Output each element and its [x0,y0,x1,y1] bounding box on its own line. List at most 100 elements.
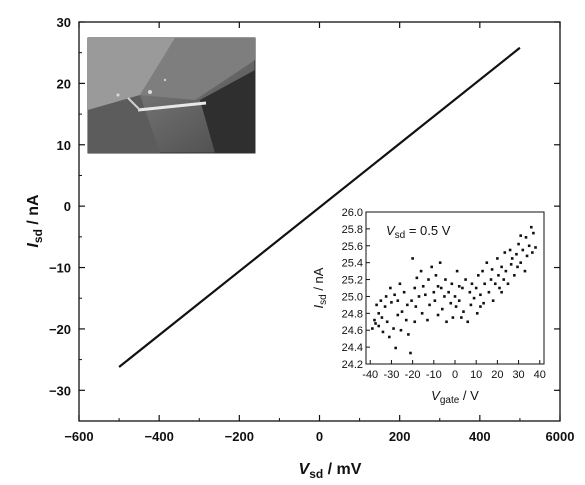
inset-y-tick-label: 24.8 [342,308,363,320]
inset-data-point [450,282,454,286]
inset-data-point [413,320,417,324]
inset-data-point [516,265,519,269]
inset-data-point [462,310,465,313]
inset-data-point [433,299,437,302]
main-y-tick-label: 20 [57,76,71,91]
inset-x-tick-label: 10 [470,369,482,381]
main-x-tick-label: 200 [389,429,411,444]
inset-data-point [384,295,388,298]
main-y-tick-label: 30 [57,15,71,30]
inset-data-point [426,318,429,322]
inset-data-point [485,261,489,264]
inset-y-tick-label: 24.4 [342,342,363,354]
inset-data-point [377,312,381,315]
inset-data-point [454,305,458,308]
main-y-tick-label: 0 [64,199,71,214]
inset-data-point [392,327,395,330]
inset-data-point [400,310,404,313]
inset-y-tick-label: 25.6 [342,241,363,253]
inset-data-point [490,268,494,271]
inset-data-point [525,254,529,258]
inset-data-point [532,231,535,235]
inset-data-point [371,327,374,330]
inset-data-point [399,328,403,332]
inset-x-tick-label: 20 [491,369,503,381]
inset-data-point [375,303,378,307]
inset-data-point [455,269,459,273]
inset-data-point [500,290,503,294]
inset-data-point [380,316,384,319]
inset-data-point [534,246,537,249]
inset-data-point [517,242,520,246]
inset-tick-labels: -40 -30 -20 -10 0 10 20 30 40 24.2 24.4 24.6 24.8 25.… [342,207,546,381]
inset-data-point [434,274,438,277]
inset-data-point [500,265,503,269]
inset-y-tick-label: 24.6 [342,325,363,337]
inset-x-tick-label: -30 [383,369,399,381]
inset-data-point [519,261,522,264]
inset-data-point [502,278,506,281]
inset-data-point [468,290,472,294]
inset-data-point [482,301,485,305]
inset-data-point [436,285,440,288]
inset-data-point [474,286,478,290]
main-series [118,46,521,368]
main-x-tick-label: −400 [145,429,174,444]
inset-data-point [393,293,396,297]
inset-data-point [464,278,467,281]
inset-data-point [438,261,442,264]
inset-x-tick-label: -10 [426,369,442,381]
inset-data-point [477,274,480,277]
inset-y-tick-label: 25.0 [342,291,363,303]
inset-y-tick-label: 26.0 [342,207,363,219]
inset-data-point [519,234,522,237]
inset-annotation: Vsd = 0.5 V [386,223,451,241]
inset-y-tick-label: 25.2 [342,275,363,287]
inset-data-point [436,313,440,317]
inset-y-axis-label: Isd / nA [311,267,329,308]
inset-data-point [390,301,393,304]
inset-data-point [404,318,408,322]
inset-data-point [409,351,412,355]
inset-data-point [373,318,376,322]
inset-data-point [531,251,534,254]
inset-data-point [398,282,402,286]
inset-data-point [513,274,516,277]
inset-data-point [504,269,508,273]
inset-data-point [487,290,491,294]
inset-x-tick-label: 30 [512,369,524,381]
inset-data-point [383,305,387,308]
inset-data-point [374,322,377,325]
inset-data-point [483,282,486,286]
main-y-tick-label: −10 [49,261,71,276]
inset-data-point [396,313,400,317]
inset-data-point [402,290,406,294]
microscope-image-inset [87,37,256,154]
inset-data-point [466,320,470,324]
inset-x-axis-label: Vgate / V [431,388,479,406]
inset-data-point [415,276,419,280]
inset-data-point [479,293,482,297]
inset-data-point [420,312,424,315]
inset-data-point [440,307,444,311]
inset-data-point [414,305,418,308]
inset-x-tick-label: 0 [452,369,458,381]
inset-data-point [379,299,383,302]
inset-data-point [479,305,482,308]
inset-points [371,225,537,355]
inset-data-point [460,316,463,319]
inset-y-tick-label: 24.2 [342,359,363,371]
inset-data-point [496,257,499,260]
inset-data-point [497,274,500,277]
main-x-tick-label: −200 [225,429,254,444]
inset-plot-frame [365,211,545,365]
main-x-tick-label: 400 [469,429,491,444]
main-ticks [78,21,561,422]
inset-y-tick-label: 25.8 [342,224,363,236]
inset-data-point [475,312,479,315]
inset-data-point [389,286,392,290]
inset-data-point [439,286,443,290]
inset-data-point [432,290,436,294]
inset-ticks [366,211,541,365]
